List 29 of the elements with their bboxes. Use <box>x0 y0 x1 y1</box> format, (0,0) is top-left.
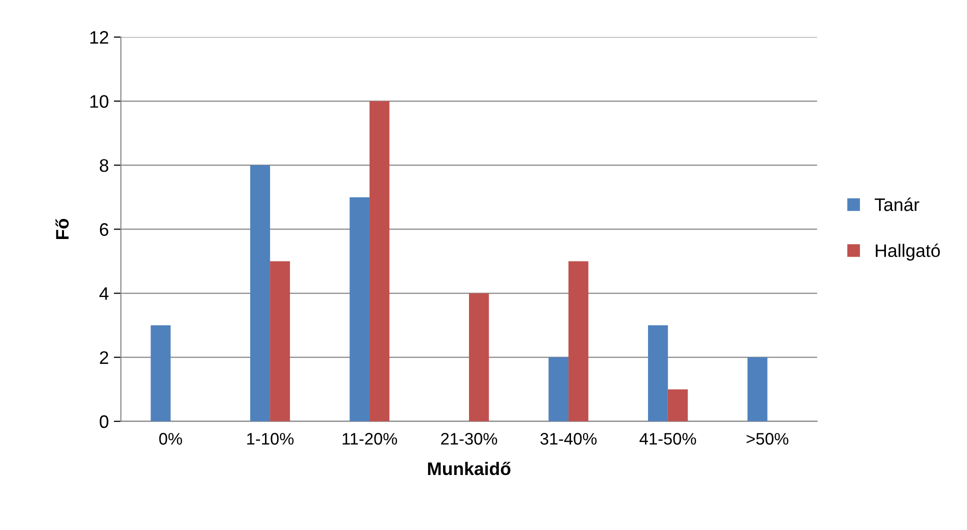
bar <box>350 197 370 422</box>
bar <box>370 101 390 422</box>
y-tick-label: 12 <box>90 31 108 44</box>
y-tick-label: 0 <box>100 415 108 428</box>
x-tick-label: 0% <box>159 432 182 445</box>
x-tick-label: >50% <box>746 432 788 445</box>
y-tick-label: 2 <box>100 351 108 364</box>
bar <box>568 261 588 422</box>
legend-label: Tanár <box>874 198 920 212</box>
y-axis-title: Fő <box>55 218 69 240</box>
x-axis-title: Munkaidő <box>428 462 510 476</box>
x-tick-label: 1-10% <box>247 432 294 445</box>
legend-label: Hallgató <box>876 244 940 261</box>
x-tick-label: 11-20% <box>342 432 398 445</box>
x-tick-label: 31-40% <box>540 432 597 445</box>
bar <box>150 325 171 422</box>
y-tick-label: 10 <box>90 95 108 108</box>
bar <box>648 325 668 422</box>
y-tick-label: 8 <box>100 159 108 172</box>
x-tick-label: 41-50% <box>640 432 696 445</box>
bar <box>747 357 768 422</box>
bar <box>468 293 489 422</box>
y-tick-label: 6 <box>100 223 108 236</box>
bar <box>548 357 568 422</box>
bar <box>668 389 688 422</box>
x-tick-label: 21-30% <box>441 432 498 445</box>
y-tick-label: 4 <box>99 287 109 300</box>
bar <box>250 165 270 422</box>
bar <box>270 261 290 422</box>
